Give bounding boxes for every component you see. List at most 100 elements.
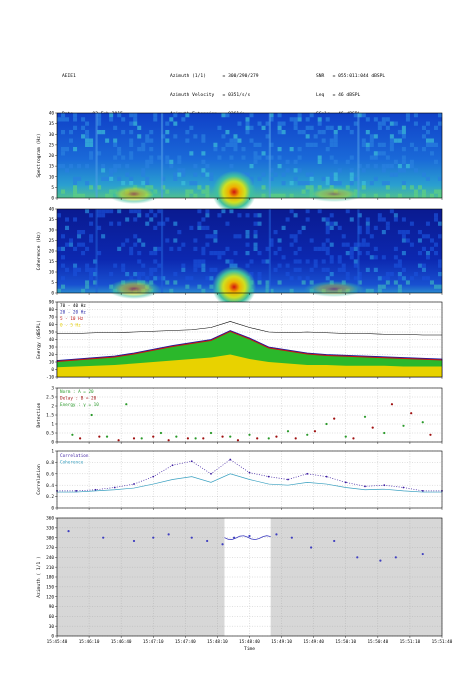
- heatmap-cell: [361, 185, 366, 190]
- heatmap-cell: [253, 142, 258, 147]
- azimuth-point: [394, 556, 397, 559]
- y-tick-label: 0: [51, 196, 54, 202]
- azimuth-point: [190, 536, 193, 539]
- heatmap-cell: [229, 164, 234, 169]
- heatmap-cell: [185, 138, 190, 143]
- heatmap-cell: [101, 176, 106, 181]
- y-tick-label: 80: [49, 307, 55, 313]
- heatmap-cell: [261, 151, 266, 156]
- heatmap-cell: [401, 155, 406, 160]
- heatmap-cell: [201, 159, 206, 164]
- heatmap-cell: [89, 234, 94, 239]
- heatmap-cell: [325, 117, 330, 122]
- heatmap-cell: [165, 155, 170, 160]
- heatmap-cell: [325, 125, 330, 130]
- heatmap-cell: [377, 125, 382, 130]
- heatmap-cell: [297, 230, 302, 235]
- heatmap-cell: [97, 185, 102, 190]
- heatmap-cell: [117, 221, 122, 226]
- heatmap-cell: [401, 159, 406, 164]
- heatmap-cell: [185, 276, 190, 281]
- heatmap-cell: [193, 238, 198, 243]
- heatmap-cell: [257, 176, 262, 181]
- y-tick-label: 210: [46, 565, 54, 571]
- heatmap-cell: [305, 142, 310, 147]
- heatmap-cell: [105, 209, 110, 214]
- heatmap-cell: [137, 147, 142, 152]
- heatmap-cell: [325, 176, 330, 181]
- heatmap-cell: [289, 147, 294, 152]
- heatmap-cell: [61, 263, 66, 268]
- detection-point: [294, 437, 297, 440]
- detection-point: [325, 422, 328, 426]
- heatmap-cell: [245, 213, 250, 218]
- heatmap-cell: [333, 142, 338, 147]
- heatmap-cell: [233, 138, 238, 143]
- heatmap-cell: [121, 267, 126, 272]
- heatmap-cell: [81, 242, 86, 247]
- heatmap-cell: [285, 168, 290, 173]
- detection-point: [402, 424, 405, 427]
- heatmap-cell: [389, 138, 394, 143]
- heatmap-cell: [393, 121, 398, 126]
- heatmap-cell: [285, 263, 290, 268]
- heatmap-cell: [73, 246, 78, 251]
- detection-point: [313, 430, 317, 433]
- heatmap-cell: [61, 130, 66, 135]
- heatmap-cell: [145, 213, 150, 218]
- heatmap-cell: [321, 242, 326, 247]
- heatmap-cell: [369, 234, 374, 239]
- detection-point: [90, 413, 93, 417]
- heatmap-cell: [153, 225, 158, 230]
- heatmap-cell: [257, 221, 262, 226]
- heatmap-cell: [425, 251, 430, 256]
- heatmap-cell: [141, 172, 146, 177]
- heatmap-cell: [321, 138, 326, 143]
- azimuth-point: [290, 536, 293, 539]
- heatmap-cell: [297, 147, 302, 152]
- heatmap-cell: [61, 117, 66, 122]
- heatmap-cell: [133, 242, 138, 247]
- heatmap-cell: [353, 276, 358, 281]
- heatmap-cell: [421, 267, 426, 272]
- heatmap-cell: [225, 113, 230, 118]
- heatmap-cell: [225, 130, 230, 135]
- y-tick-label: 40: [49, 207, 55, 213]
- azimuth-event-track: [224, 535, 271, 541]
- legend-entry: Coherence: [60, 460, 84, 466]
- heatmap-cell: [437, 263, 442, 268]
- heatmap-cell: [129, 142, 134, 147]
- heatmap-cell: [93, 259, 98, 264]
- y-tick-label: 30: [49, 624, 55, 630]
- heatmap-cell: [129, 151, 134, 156]
- heatmap-cell: [357, 164, 362, 169]
- heatmap-cell: [393, 255, 398, 260]
- heatmap-cell: [73, 272, 78, 277]
- heatmap-cell: [313, 142, 318, 147]
- heatmap-cell: [85, 209, 90, 214]
- heatmap-cell: [129, 276, 134, 281]
- heatmap-cell: [385, 193, 390, 198]
- x-tick-label: 15:48:40: [239, 639, 260, 645]
- heatmap-cell: [109, 209, 114, 214]
- heatmap-cell: [153, 276, 158, 281]
- heatmap-cell: [341, 242, 346, 247]
- azimuth-point: [167, 533, 170, 536]
- heatmap-cell: [113, 164, 118, 169]
- heatmap-cell: [333, 221, 338, 226]
- heatmap-cell: [349, 130, 354, 135]
- heatmap-cell: [165, 121, 170, 126]
- heatmap-cell: [293, 168, 298, 173]
- heatmap-cell: [297, 168, 302, 173]
- heatmap-cell: [385, 117, 390, 122]
- heatmap-cell: [297, 113, 302, 118]
- heatmap-cell: [121, 263, 126, 268]
- y-tick-label: 300: [46, 535, 54, 541]
- y-tick-label: 1: [51, 422, 54, 428]
- y-tick-label: 20: [49, 249, 55, 255]
- heatmap-cell: [293, 251, 298, 256]
- heatmap-cell: [373, 225, 378, 230]
- heatmap-cell: [157, 263, 162, 268]
- heatmap-cell: [305, 259, 310, 264]
- heatmap-cell: [173, 134, 178, 139]
